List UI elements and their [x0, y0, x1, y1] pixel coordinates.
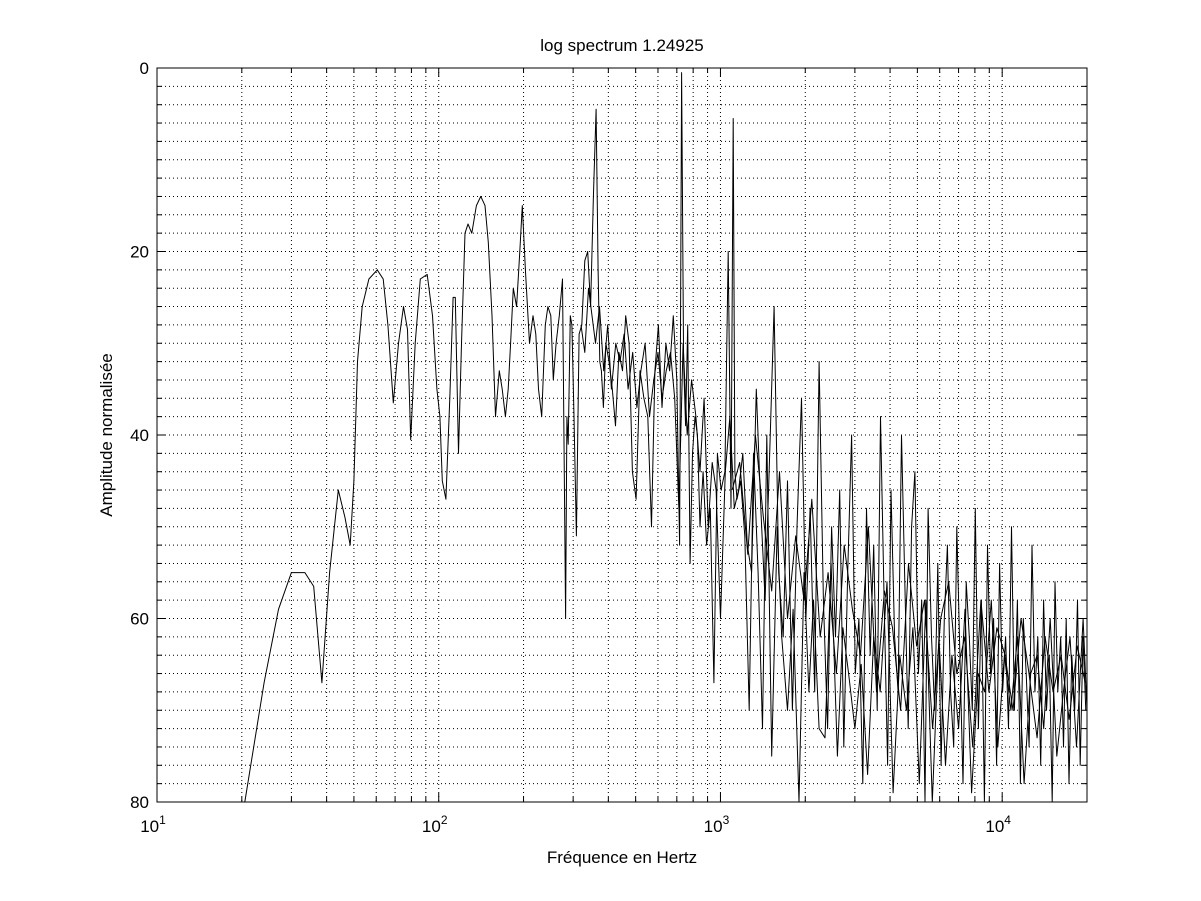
y-tick-label: 60	[130, 610, 149, 629]
grid-lines	[157, 68, 1087, 802]
y-axis-label: Amplitude normalisée	[97, 353, 116, 516]
chart-title: log spectrum 1.24925	[540, 36, 704, 55]
y-tick-label: 0	[140, 59, 149, 78]
y-tick-label: 20	[130, 243, 149, 262]
axis-ticks	[156, 67, 1088, 803]
spectrum-line-3	[731, 434, 1086, 748]
y-tick-label: 40	[130, 426, 149, 445]
x-tick-label: 104	[985, 813, 1011, 836]
data-series	[244, 72, 1088, 803]
x-axis-label: Fréquence en Hertz	[547, 848, 697, 867]
x-tick-label: 103	[704, 813, 730, 836]
x-tick-labels: 101 102 103 104	[140, 813, 1011, 836]
x-tick-label: 101	[140, 813, 166, 836]
y-tick-label: 80	[130, 793, 149, 812]
spectrum-line-1	[244, 72, 1088, 803]
x-tick-label: 102	[422, 813, 448, 836]
y-tick-labels: 0 20 40 60 80	[130, 59, 149, 812]
